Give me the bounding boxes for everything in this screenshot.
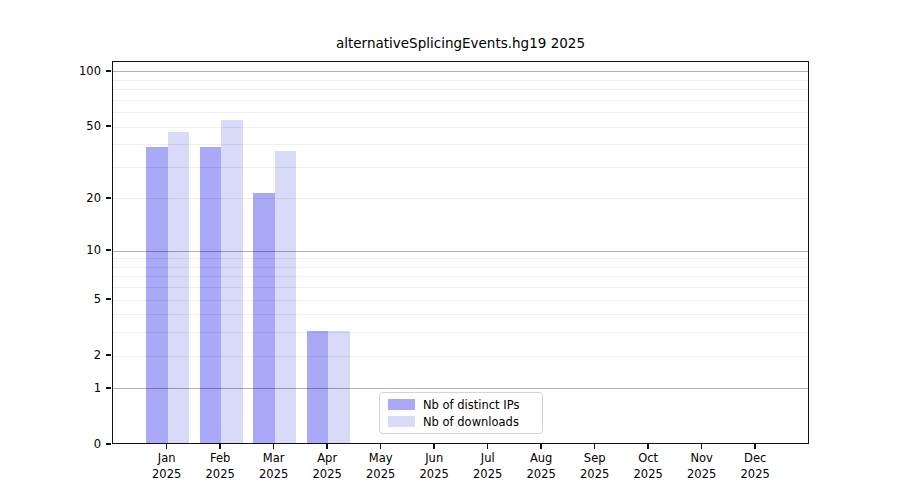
y-tick-mark-10 — [106, 249, 111, 251]
x-tick-mark-jan — [166, 444, 168, 449]
legend-swatch-distinct-ips — [388, 399, 415, 410]
y-tick-label-100: 100 — [0, 64, 101, 78]
x-tick-mark-sep — [594, 444, 596, 449]
gridline-y10 — [113, 251, 808, 252]
gridline-y5 — [113, 300, 808, 301]
y-tick-label-50: 50 — [0, 119, 101, 133]
download-stats-chart: alternativeSplicingEvents.hg19 2025 Nb o… — [0, 0, 900, 500]
x-tick-mark-mar — [273, 444, 275, 449]
x-tick-mark-may — [380, 444, 382, 449]
grid-layer — [113, 62, 808, 443]
gridline-y80 — [113, 89, 808, 90]
gridline-y30 — [113, 167, 808, 168]
y-tick-label-20: 20 — [0, 191, 101, 205]
plot-area: Nb of distinct IPs Nb of downloads — [112, 61, 809, 444]
x-tick-mark-apr — [326, 444, 328, 449]
x-tick-mark-jul — [487, 444, 489, 449]
x-tick-label-dec: Dec2025 — [723, 451, 787, 482]
x-tick-mark-aug — [540, 444, 542, 449]
y-tick-label-1: 1 — [0, 381, 101, 395]
y-tick-mark-100 — [106, 70, 111, 72]
gridline-y70 — [113, 100, 808, 101]
gridline-y6 — [113, 287, 808, 288]
gridline-y20 — [113, 198, 808, 199]
legend-label-distinct-ips: Nb of distinct IPs — [423, 398, 519, 412]
y-tick-mark-0 — [106, 443, 111, 445]
x-tick-mark-oct — [647, 444, 649, 449]
y-tick-label-0: 0 — [0, 437, 101, 451]
gridline-y50 — [113, 127, 808, 128]
gridline-y1 — [113, 388, 808, 389]
x-tick-mark-dec — [754, 444, 756, 449]
legend-swatch-downloads — [388, 416, 415, 427]
x-tick-mark-feb — [219, 444, 221, 449]
legend-item-distinct-ips: Nb of distinct IPs — [388, 398, 534, 412]
x-tick-mark-nov — [701, 444, 703, 449]
gridline-y100 — [113, 71, 808, 72]
gridline-y90 — [113, 80, 808, 81]
gridline-y2 — [113, 356, 808, 357]
gridline-y4 — [113, 314, 808, 315]
gridline-y3 — [113, 332, 808, 333]
gridline-y9 — [113, 258, 808, 259]
legend-item-downloads: Nb of downloads — [388, 415, 534, 429]
y-tick-mark-2 — [106, 354, 111, 356]
chart-title: alternativeSplicingEvents.hg19 2025 — [112, 35, 809, 51]
gridline-y7 — [113, 276, 808, 277]
gridline-y40 — [113, 144, 808, 145]
y-tick-mark-1 — [106, 387, 111, 389]
y-tick-mark-50 — [106, 125, 111, 127]
x-tick-year: 2025 — [723, 467, 787, 483]
y-tick-label-5: 5 — [0, 292, 101, 306]
legend: Nb of distinct IPs Nb of downloads — [379, 392, 543, 434]
x-tick-mark-jun — [433, 444, 435, 449]
y-tick-label-2: 2 — [0, 348, 101, 362]
y-tick-mark-20 — [106, 197, 111, 199]
x-tick-month: Dec — [723, 451, 787, 467]
legend-label-downloads: Nb of downloads — [423, 415, 519, 429]
gridline-y60 — [113, 112, 808, 113]
y-tick-label-10: 10 — [0, 243, 101, 257]
y-tick-mark-5 — [106, 298, 111, 300]
gridline-y8 — [113, 267, 808, 268]
